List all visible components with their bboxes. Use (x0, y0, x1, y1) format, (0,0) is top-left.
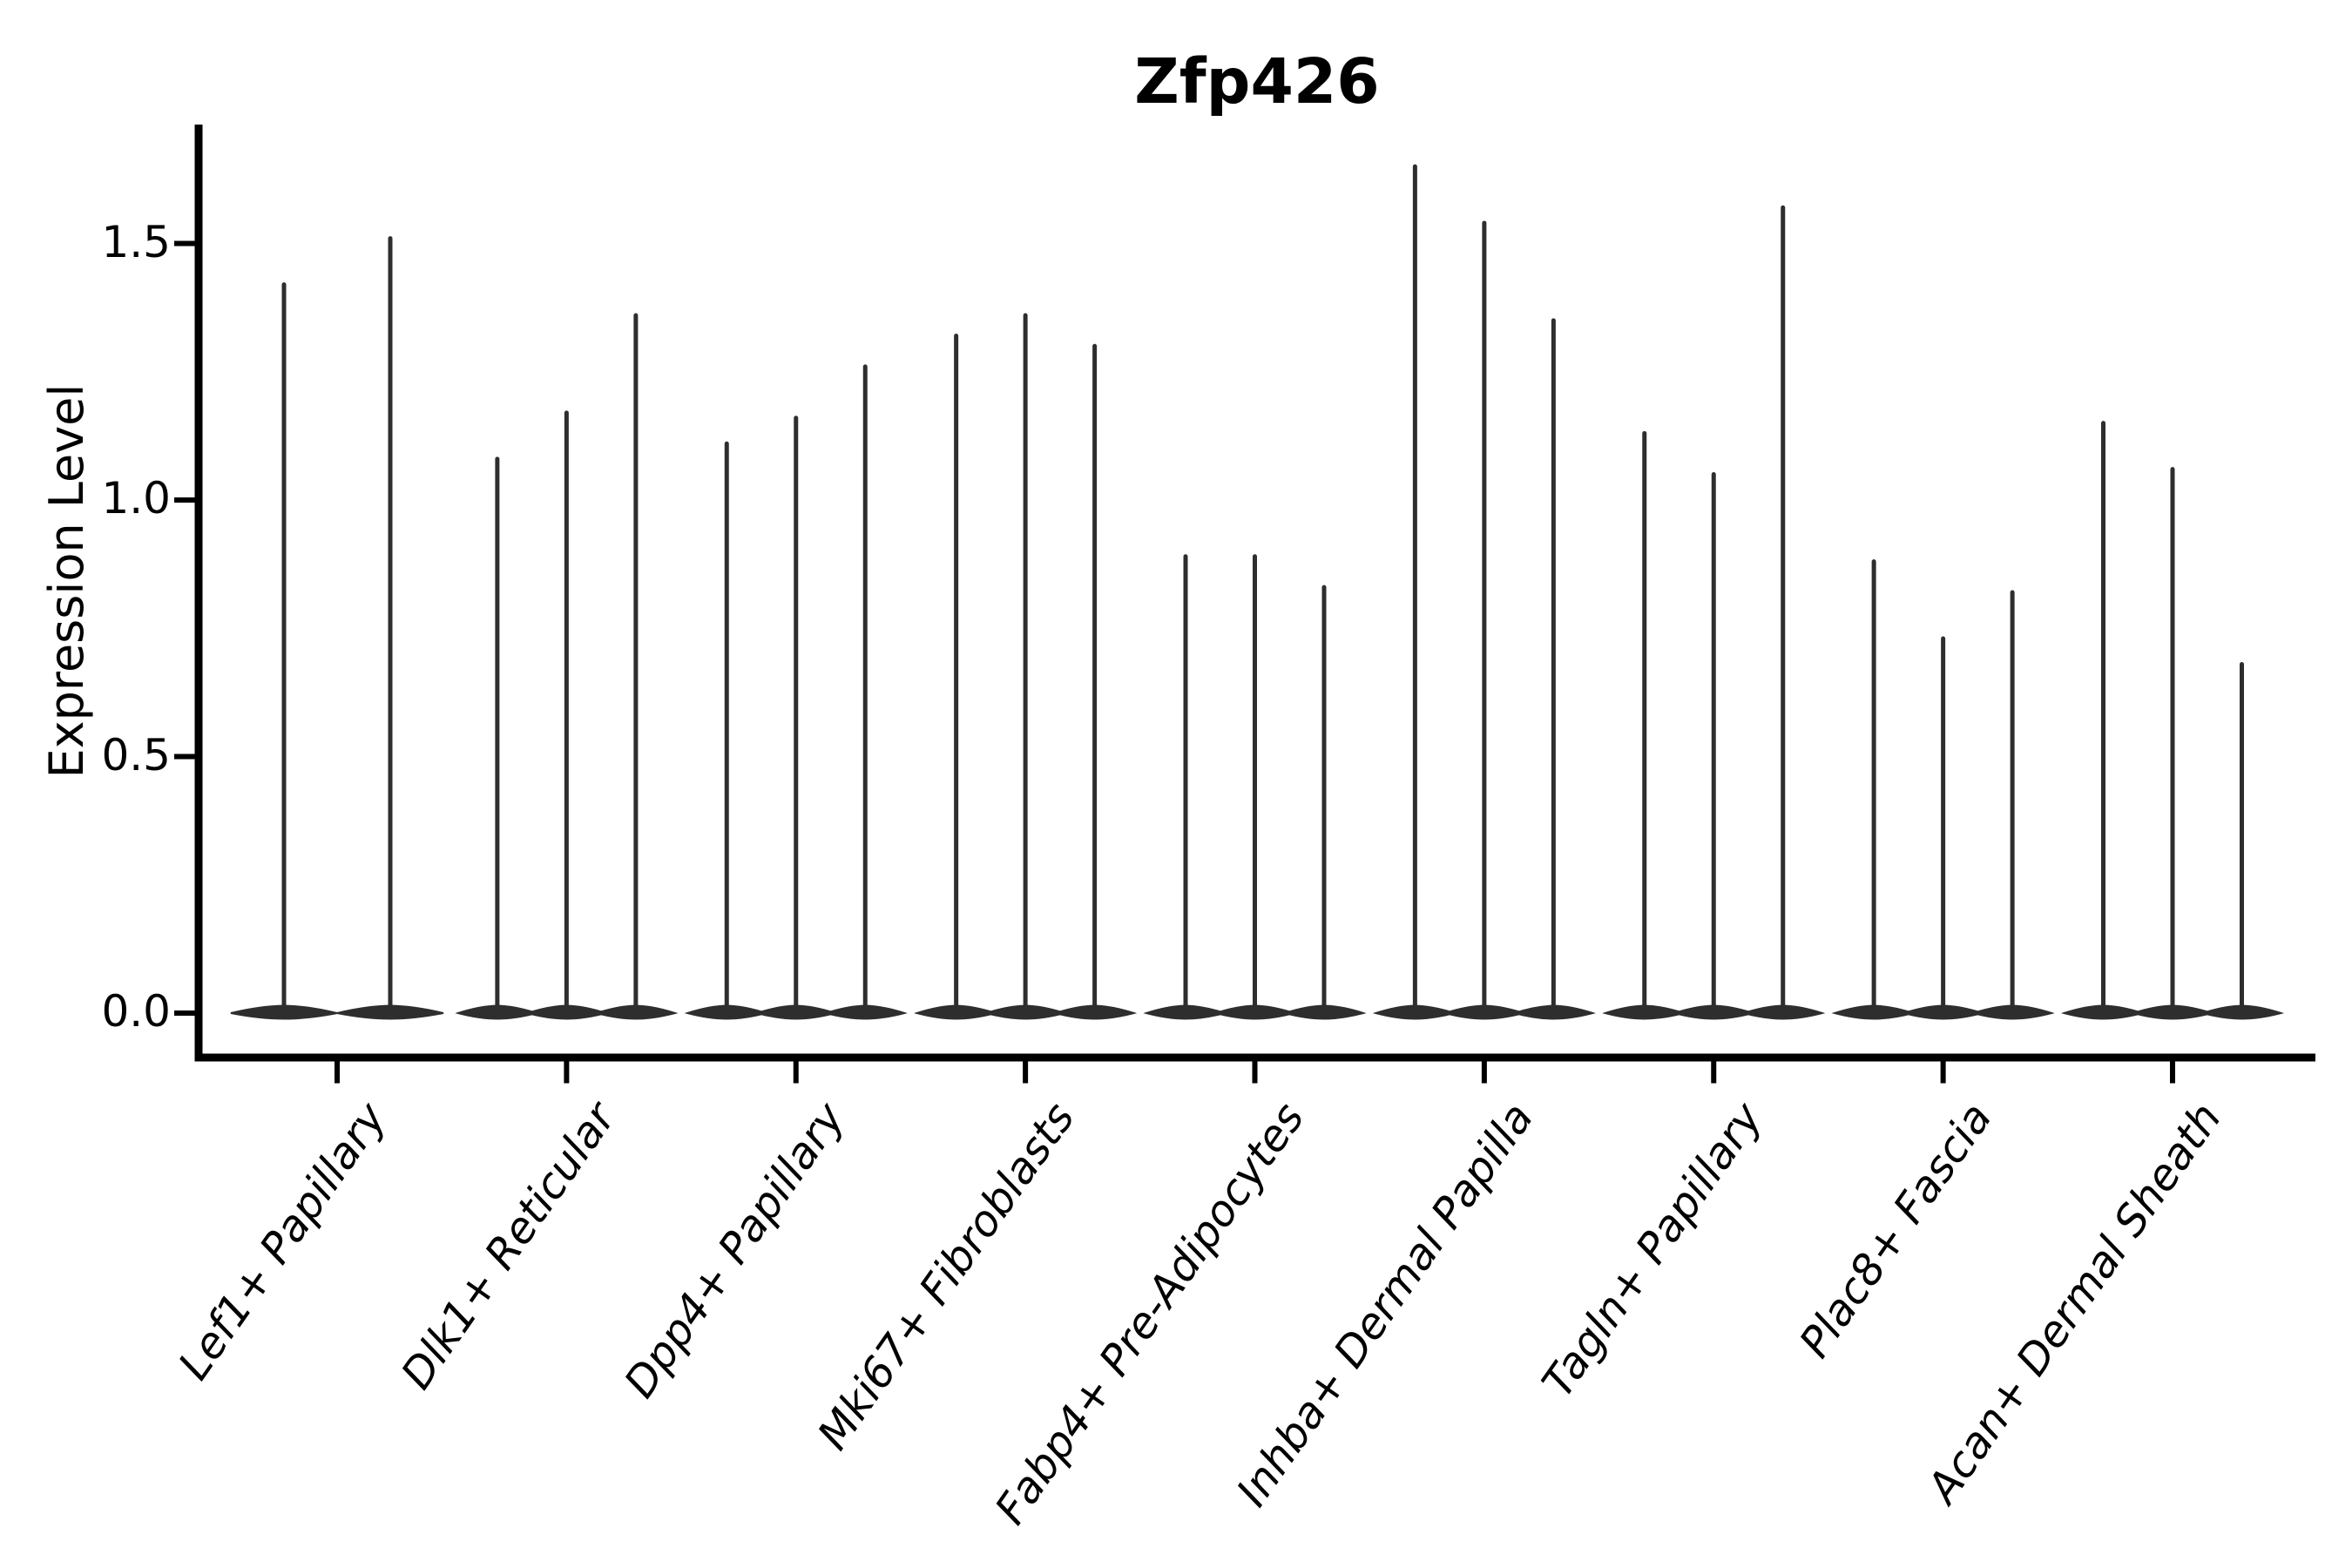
violin-base (1281, 1004, 1367, 1020)
x-tick-mark (335, 1061, 340, 1084)
y-tick-mark (174, 240, 199, 247)
x-tick-mark (1023, 1061, 1029, 1084)
x-tick-mark (1481, 1061, 1487, 1084)
x-tick-mark (564, 1061, 570, 1084)
x-tick-mark (793, 1061, 799, 1084)
y-tick-label: 1.0 (101, 473, 171, 524)
x-tick-mark (2170, 1061, 2175, 1084)
x-tick-mark (1940, 1061, 1946, 1084)
y-tick-mark (174, 497, 199, 503)
y-tick-label: 0.5 (101, 729, 171, 781)
violin-base (822, 1004, 908, 1020)
y-axis-spine (194, 125, 203, 1062)
violin-base (336, 1004, 444, 1020)
y-tick-label: 1.5 (101, 216, 171, 267)
x-tick-mark (1711, 1061, 1717, 1084)
violin-base (1740, 1004, 1826, 1020)
violin-base (1052, 1004, 1138, 1020)
x-tick-mark (1252, 1061, 1258, 1084)
violin-base (1970, 1004, 2055, 1020)
y-axis-label: Expression Level (39, 383, 94, 779)
y-tick-mark (174, 754, 199, 760)
x-axis-spine (194, 1053, 2315, 1062)
plot-title: Zfp426 (1134, 45, 1380, 118)
violin-base (593, 1004, 679, 1020)
violin-base (1511, 1004, 1596, 1020)
y-tick-mark (174, 1010, 199, 1016)
y-tick-label: 0.0 (101, 986, 171, 1037)
violin-base (2199, 1004, 2285, 1020)
